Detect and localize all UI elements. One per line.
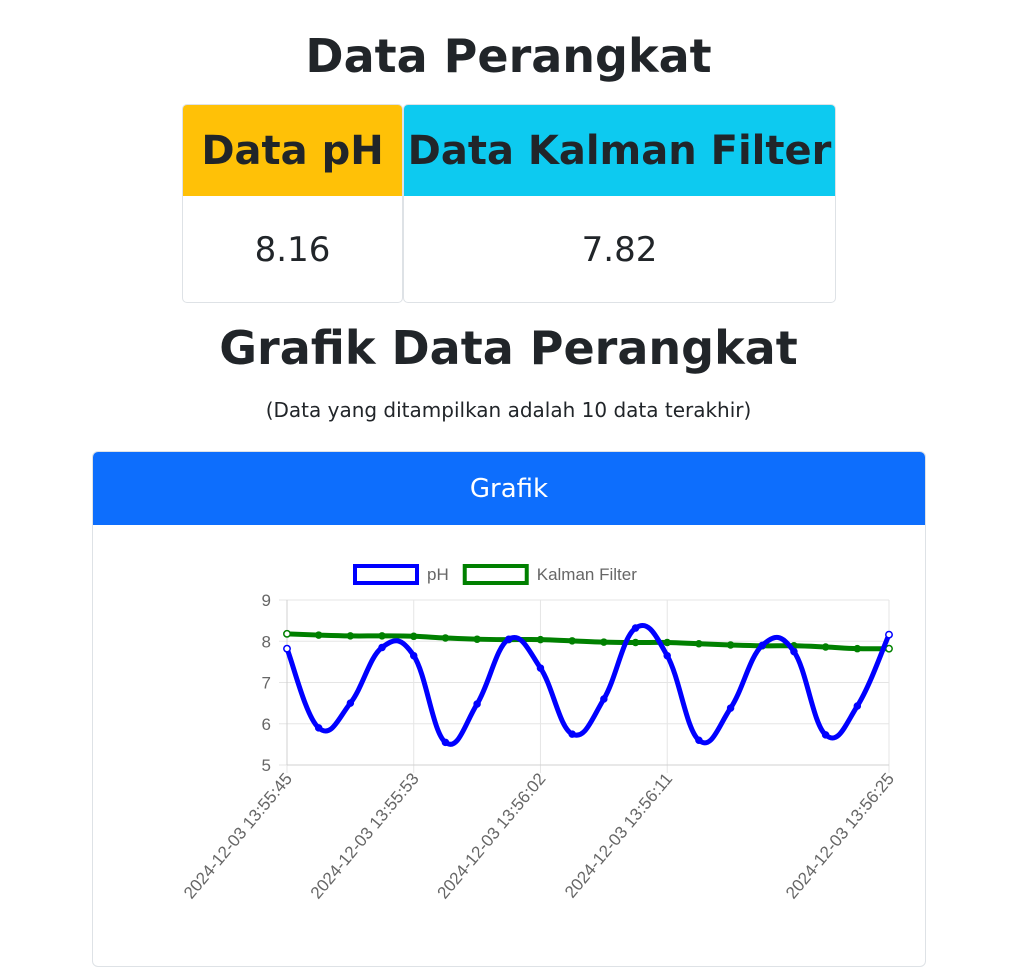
chart-series	[283, 623, 893, 747]
ph-data-point	[568, 730, 576, 738]
kalman-filter-data-point	[314, 631, 323, 639]
page-title: Data Perangkat	[305, 29, 712, 83]
kalman-value: 7.82	[581, 229, 658, 270]
kalman-filter-data-point	[378, 632, 386, 640]
kalman-data-card: Data Kalman Filter 7.82	[403, 104, 836, 303]
ph-data-point	[600, 695, 608, 703]
ph-data-point	[885, 630, 893, 639]
kalman-filter-data-point	[283, 629, 291, 638]
ph-data-point	[790, 647, 798, 656]
ph-data-point	[663, 651, 671, 660]
ph-legend-swatch	[353, 564, 419, 585]
kalman-filter-legend-label: Kalman Filter	[537, 565, 637, 584]
ph-data-point	[695, 736, 703, 744]
kalman-filter-data-point	[663, 638, 671, 647]
y-tick-label: 8	[262, 632, 271, 651]
chart-card-header: Grafik	[93, 452, 925, 525]
kalman-card-header: Data Kalman Filter	[404, 105, 835, 196]
ph-data-point	[536, 664, 545, 672]
ph-data-point	[853, 702, 862, 710]
ph-data-point	[409, 651, 418, 660]
kalman-filter-data-point	[409, 632, 418, 641]
x-tick-label: 2024-12-03 13:56:25	[782, 769, 898, 902]
ph-data-point	[314, 724, 323, 732]
ph-data-point	[346, 699, 355, 707]
kalman-filter-legend-swatch	[462, 564, 529, 585]
y-tick-label: 9	[262, 591, 271, 610]
ph-legend-label: pH	[427, 565, 449, 584]
x-tick-label: 2024-12-03 13:56:11	[561, 769, 676, 901]
ph-data-point	[758, 641, 767, 650]
chart-section-subtitle: (Data yang ditampilkan adalah 10 data te…	[265, 398, 752, 422]
ph-card-header: Data pH	[183, 105, 402, 196]
ph-data-point	[283, 644, 291, 653]
chart-card: Grafik 9 8 7 6 5 2024-12-03 13:55:45 2024-12-0…	[92, 451, 926, 967]
chart-axes	[286, 600, 889, 766]
ph-data-point	[505, 635, 513, 643]
ph-data-point	[378, 643, 386, 652]
ph-value: 8.16	[254, 229, 331, 270]
chart-section-title: Grafik Data Perangkat	[219, 321, 798, 375]
ph-data-point	[631, 624, 640, 632]
x-tick-label: 2024-12-03 13:55:53	[307, 769, 423, 902]
y-tick-label: 7	[262, 674, 271, 693]
kalman-filter-data-point	[726, 641, 735, 649]
kalman-filter-data-point	[473, 635, 481, 643]
ph-data-point	[473, 700, 481, 708]
kalman-filter-data-point	[568, 637, 576, 645]
ph-data-point	[726, 704, 735, 712]
chart-grid	[279, 599, 890, 773]
ph-data-card: Data pH 8.16	[182, 104, 403, 303]
ph-data-point	[821, 731, 830, 739]
kalman-filter-data-point	[536, 635, 545, 644]
ph-data-point	[441, 738, 450, 747]
y-tick-label: 6	[262, 715, 271, 734]
chart-legend: pH Kalman Filter	[353, 564, 637, 585]
kalman-filter-data-point	[695, 639, 703, 648]
kalman-filter-data-point	[853, 644, 862, 653]
x-tick-label: 2024-12-03 13:55:45	[180, 769, 296, 902]
kalman-filter-data-point	[346, 632, 355, 640]
y-tick-label: 5	[262, 756, 271, 775]
x-tick-label: 2024-12-03 13:56:02	[434, 769, 550, 902]
kalman-filter-data-point	[821, 643, 830, 651]
kalman-filter-data-point	[441, 634, 450, 642]
kalman-filter-data-point	[631, 638, 640, 647]
kalman-filter-data-point	[600, 638, 608, 646]
